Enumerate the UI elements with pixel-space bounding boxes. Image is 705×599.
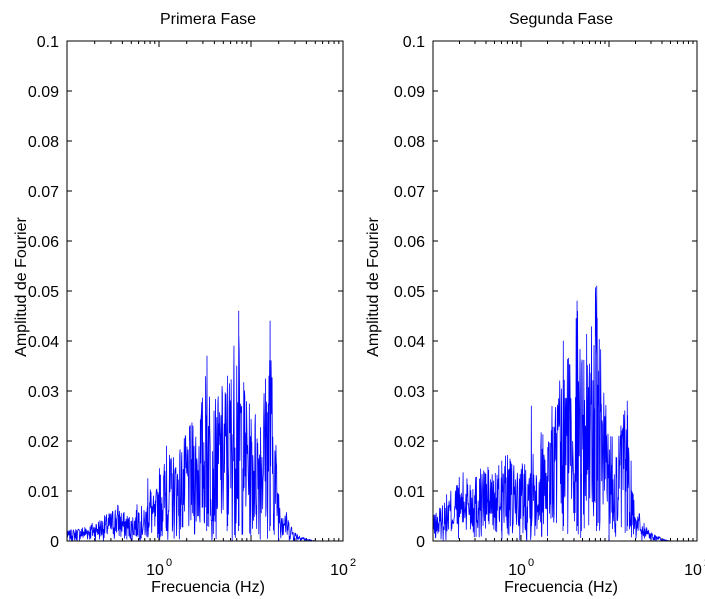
y-tick-label: 0.01: [28, 484, 59, 501]
y-tick-label: 0.03: [28, 384, 59, 401]
y-tick-label: 0.07: [28, 184, 59, 201]
x-tick-exponent: 0: [528, 557, 534, 569]
y-tick-label: 0.08: [28, 134, 59, 151]
y-tick-label: 0: [50, 534, 59, 551]
y-tick-label: 0.07: [394, 184, 425, 201]
x-tick-exponent: 0: [166, 557, 172, 569]
y-axis-label: Amplitud de Fourier: [13, 217, 30, 357]
x-tick-label: 10: [146, 562, 164, 579]
chart-title: Primera Fase: [160, 11, 256, 28]
subplot-segunda-fase: Segunda Fase 0 0.01 0.02 0.03 0.04 0.05 0.06 0.…: [365, 11, 705, 596]
y-tick-label: 0.04: [394, 334, 425, 351]
y-tick-label: 0.09: [394, 84, 425, 101]
subplot-primera-fase: Primera Fase 0 0.01 0.02 0.03 0.04 0.05 0.06 0.…: [13, 11, 356, 596]
y-tick-labels: 0 0.01 0.02 0.03 0.04 0.05 0.06 0.07 0.08 0.09 0.1: [28, 34, 59, 551]
y-tick-label: 0.1: [403, 34, 425, 51]
x-tick-exponent: 2: [350, 557, 356, 569]
y-tick-label: 0.06: [394, 234, 425, 251]
y-axis-label: Amplitud de Fourier: [365, 217, 382, 357]
y-tick-label: 0.03: [394, 384, 425, 401]
y-tick-label: 0.1: [37, 34, 59, 51]
plot-frame: [432, 40, 698, 542]
y-tick-label: 0.05: [394, 284, 425, 301]
x-tick-label: 10: [508, 562, 526, 579]
y-tick-label: 0: [416, 534, 425, 551]
series-line: [432, 285, 697, 542]
x-tick-exponent: 2: [704, 557, 705, 569]
y-tick-label: 0.04: [28, 334, 59, 351]
x-tick-label: 10: [330, 562, 348, 579]
series-line: [66, 310, 343, 542]
y-tick-label: 0.02: [394, 434, 425, 451]
y-tick-label: 0.05: [28, 284, 59, 301]
y-tick-label: 0.06: [28, 234, 59, 251]
y-tick-labels: 0 0.01 0.02 0.03 0.04 0.05 0.06 0.07 0.08 0.09 0.1: [394, 34, 425, 551]
x-axis-label: Frecuencia (Hz): [151, 579, 265, 596]
y-tick-label: 0.02: [28, 434, 59, 451]
y-tick-label: 0.09: [28, 84, 59, 101]
x-axis-label: Frecuencia (Hz): [504, 579, 618, 596]
chart-title: Segunda Fase: [509, 11, 613, 28]
y-tick-label: 0.08: [394, 134, 425, 151]
y-tick-label: 0.01: [394, 484, 425, 501]
plot-frame: [66, 40, 344, 542]
x-tick-label: 10: [684, 562, 702, 579]
